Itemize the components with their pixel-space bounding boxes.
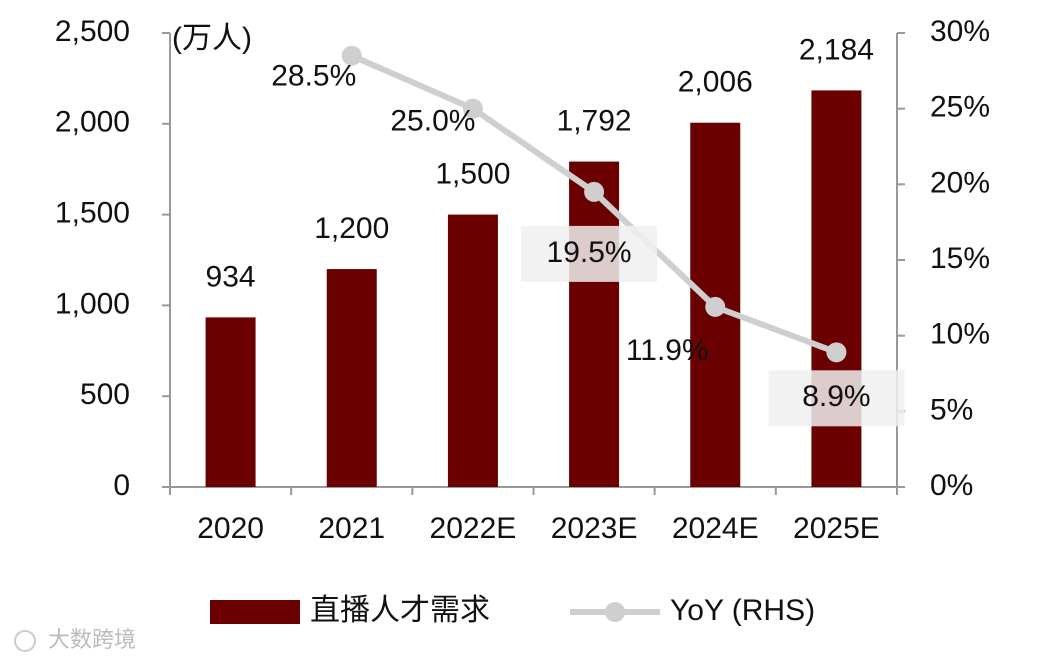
x-tick-label: 2024E [672, 512, 759, 545]
label-box [521, 225, 658, 282]
unit-label: (万人) [172, 22, 252, 55]
x-tick-label: 2021 [318, 512, 385, 545]
yoy-point [462, 98, 483, 119]
yoy-value-label: 19.5% [547, 236, 632, 269]
y-tick-label: 1,000 [55, 287, 130, 320]
y2-tick-label: 25% [930, 91, 990, 124]
legend-swatch-bar [210, 600, 300, 624]
legend-label: 直播人才需求 [310, 594, 490, 627]
watermark: 大数跨境 [48, 627, 136, 652]
label-box [768, 370, 905, 427]
yoy-value-label: 28.5% [271, 60, 356, 93]
y2-tick-label: 10% [930, 318, 990, 351]
bar [811, 90, 862, 488]
yoy-point [341, 45, 362, 66]
legend-swatch-point [605, 602, 625, 622]
y2-tick-label: 30% [930, 15, 990, 48]
y2-tick-label: 0% [930, 469, 973, 502]
yoy-point [826, 342, 847, 363]
yoy-value-label: 8.9% [802, 380, 870, 413]
bar-value-label: 1,500 [435, 158, 510, 191]
watermark-icon [14, 630, 36, 652]
bar [326, 269, 377, 487]
y-tick-label: 0 [113, 469, 130, 502]
y-tick-label: 2,500 [55, 15, 130, 48]
yoy-value-label: 11.9% [626, 334, 709, 367]
bar [205, 317, 256, 487]
y2-tick-label: 20% [930, 166, 990, 199]
y2-tick-label: 5% [930, 393, 973, 426]
bar-value-label: 1,200 [314, 212, 389, 245]
x-tick-label: 2020 [197, 512, 264, 545]
x-tick-label: 2025E [793, 512, 880, 545]
legend-label: YoY (RHS) [670, 594, 815, 627]
bar-value-label: 2,006 [678, 66, 753, 99]
bar-value-label: 2,184 [799, 33, 874, 66]
x-tick-label: 2022E [430, 512, 517, 545]
y-tick-label: 1,500 [55, 197, 130, 230]
bar-value-label: 1,792 [557, 104, 632, 137]
yoy-value-label: 25.0% [390, 105, 475, 138]
y2-tick-label: 15% [930, 242, 990, 275]
bar-value-label: 934 [206, 260, 256, 293]
yoy-point [584, 181, 605, 202]
bar [447, 214, 498, 487]
y-tick-label: 500 [80, 378, 130, 411]
y-tick-label: 2,000 [55, 106, 130, 139]
yoy-point [705, 296, 726, 317]
x-tick-label: 2023E [551, 512, 638, 545]
bar [569, 161, 620, 487]
